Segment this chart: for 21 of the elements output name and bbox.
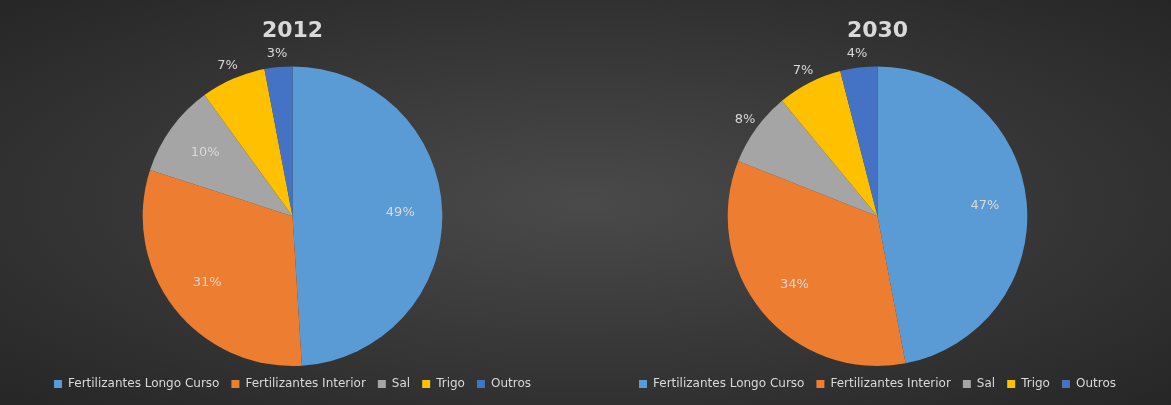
- data-label: 34%: [779, 276, 809, 292]
- data-label: 7%: [792, 61, 814, 77]
- data-label: 49%: [385, 204, 415, 220]
- legend-label: Fertilizantes Interior: [245, 376, 366, 391]
- legend-label: Trigo: [435, 376, 465, 391]
- data-label: 4%: [846, 45, 868, 61]
- legend-label: Trigo: [1020, 376, 1050, 391]
- legend-label: Fertilizantes Interior: [830, 376, 951, 391]
- legend-label: Fertilizantes Longo Curso: [68, 376, 220, 391]
- legend-label: Fertilizantes Longo Curso: [653, 376, 805, 391]
- data-label: 3%: [266, 44, 288, 60]
- chart-title: 2030: [846, 16, 909, 42]
- chart-title: 2012: [261, 16, 324, 42]
- data-label: 31%: [192, 273, 222, 289]
- legend-label: Sal: [391, 376, 411, 391]
- data-label: 8%: [734, 111, 756, 127]
- data-label: 47%: [970, 197, 1000, 213]
- legend-label: Outros: [490, 376, 531, 391]
- data-label: 7%: [217, 57, 238, 73]
- legend-label: Sal: [976, 376, 996, 391]
- legend-label: Outros: [1075, 376, 1116, 391]
